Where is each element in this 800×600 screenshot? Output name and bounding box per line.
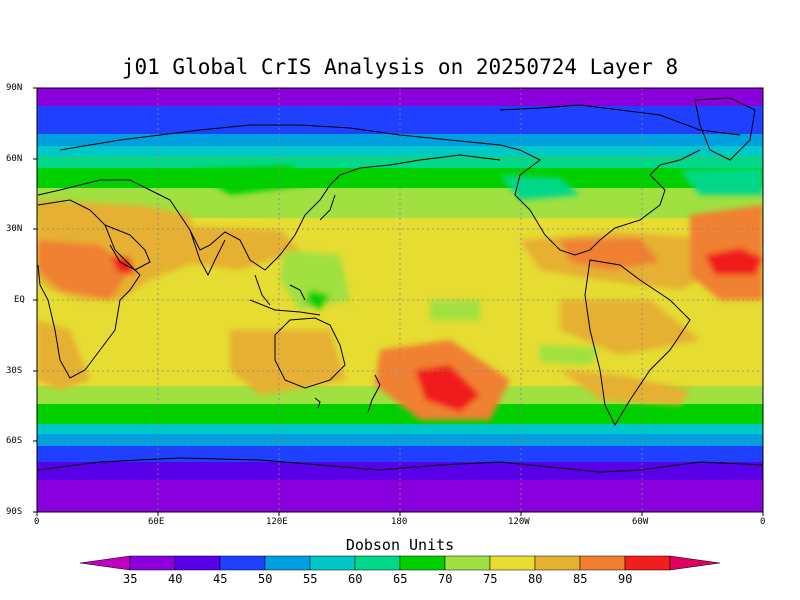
colorbar-tick-label: 60 <box>348 572 363 586</box>
lat-label-eq: EQ <box>14 295 25 305</box>
colorbar-tick-label: 55 <box>303 572 318 586</box>
map-title: j01 Global CrIS Analysis on 20250724 Lay… <box>121 55 679 79</box>
lat-label-30s: 30S <box>6 366 23 376</box>
colorbar-tick-label: 45 <box>213 572 228 586</box>
colorbar-tick-label: 40 <box>168 572 183 586</box>
lat-label-60n: 60N <box>6 154 23 164</box>
colorbar-tick-label: 50 <box>258 572 273 586</box>
coastlines <box>37 97 763 473</box>
colorbar-segment <box>354 555 401 571</box>
colorbar-segment <box>624 555 671 571</box>
colorbar-tick-label: 80 <box>528 572 543 586</box>
lon-label-120e: 120E <box>266 517 288 527</box>
colorbar-min-arrow <box>79 555 131 571</box>
colorbar-segment <box>129 555 176 571</box>
lon-label-120w: 120W <box>508 517 530 527</box>
colorbar-segment <box>219 555 266 571</box>
colorbar-segment <box>399 555 446 571</box>
lat-label-90n: 90N <box>6 83 23 93</box>
lon-label-180: 180 <box>391 517 408 527</box>
lat-label-30n: 30N <box>6 224 23 234</box>
colorbar-segment <box>309 555 356 571</box>
colorbar-tick-label: 70 <box>438 572 453 586</box>
colorbar-segment <box>534 555 581 571</box>
lon-label-60w: 60W <box>632 517 649 527</box>
lat-label-60s: 60S <box>6 436 23 446</box>
colorbar-segment <box>264 555 311 571</box>
lon-label-0-left: 0 <box>34 517 40 527</box>
colorbar-title: Dobson Units <box>345 536 455 554</box>
colorbar-max-arrow <box>669 555 721 571</box>
colorbar-tick-label: 65 <box>393 572 408 586</box>
ozone-field <box>37 88 763 512</box>
colorbar-tick-label: 35 <box>123 572 138 586</box>
colorbar-segment <box>444 555 491 571</box>
colorbar-tick-label: 90 <box>618 572 633 586</box>
lon-label-0-right: 0 <box>760 517 766 527</box>
colorbar-segment <box>489 555 536 571</box>
colorbar-segment <box>174 555 221 571</box>
colorbar-tick-label: 85 <box>573 572 588 586</box>
lon-label-60e: 60E <box>148 517 165 527</box>
colorbar-segment <box>579 555 626 571</box>
colorbar <box>79 555 721 571</box>
colorbar-tick-label: 75 <box>483 572 498 586</box>
lat-label-90s: 90S <box>6 507 23 517</box>
